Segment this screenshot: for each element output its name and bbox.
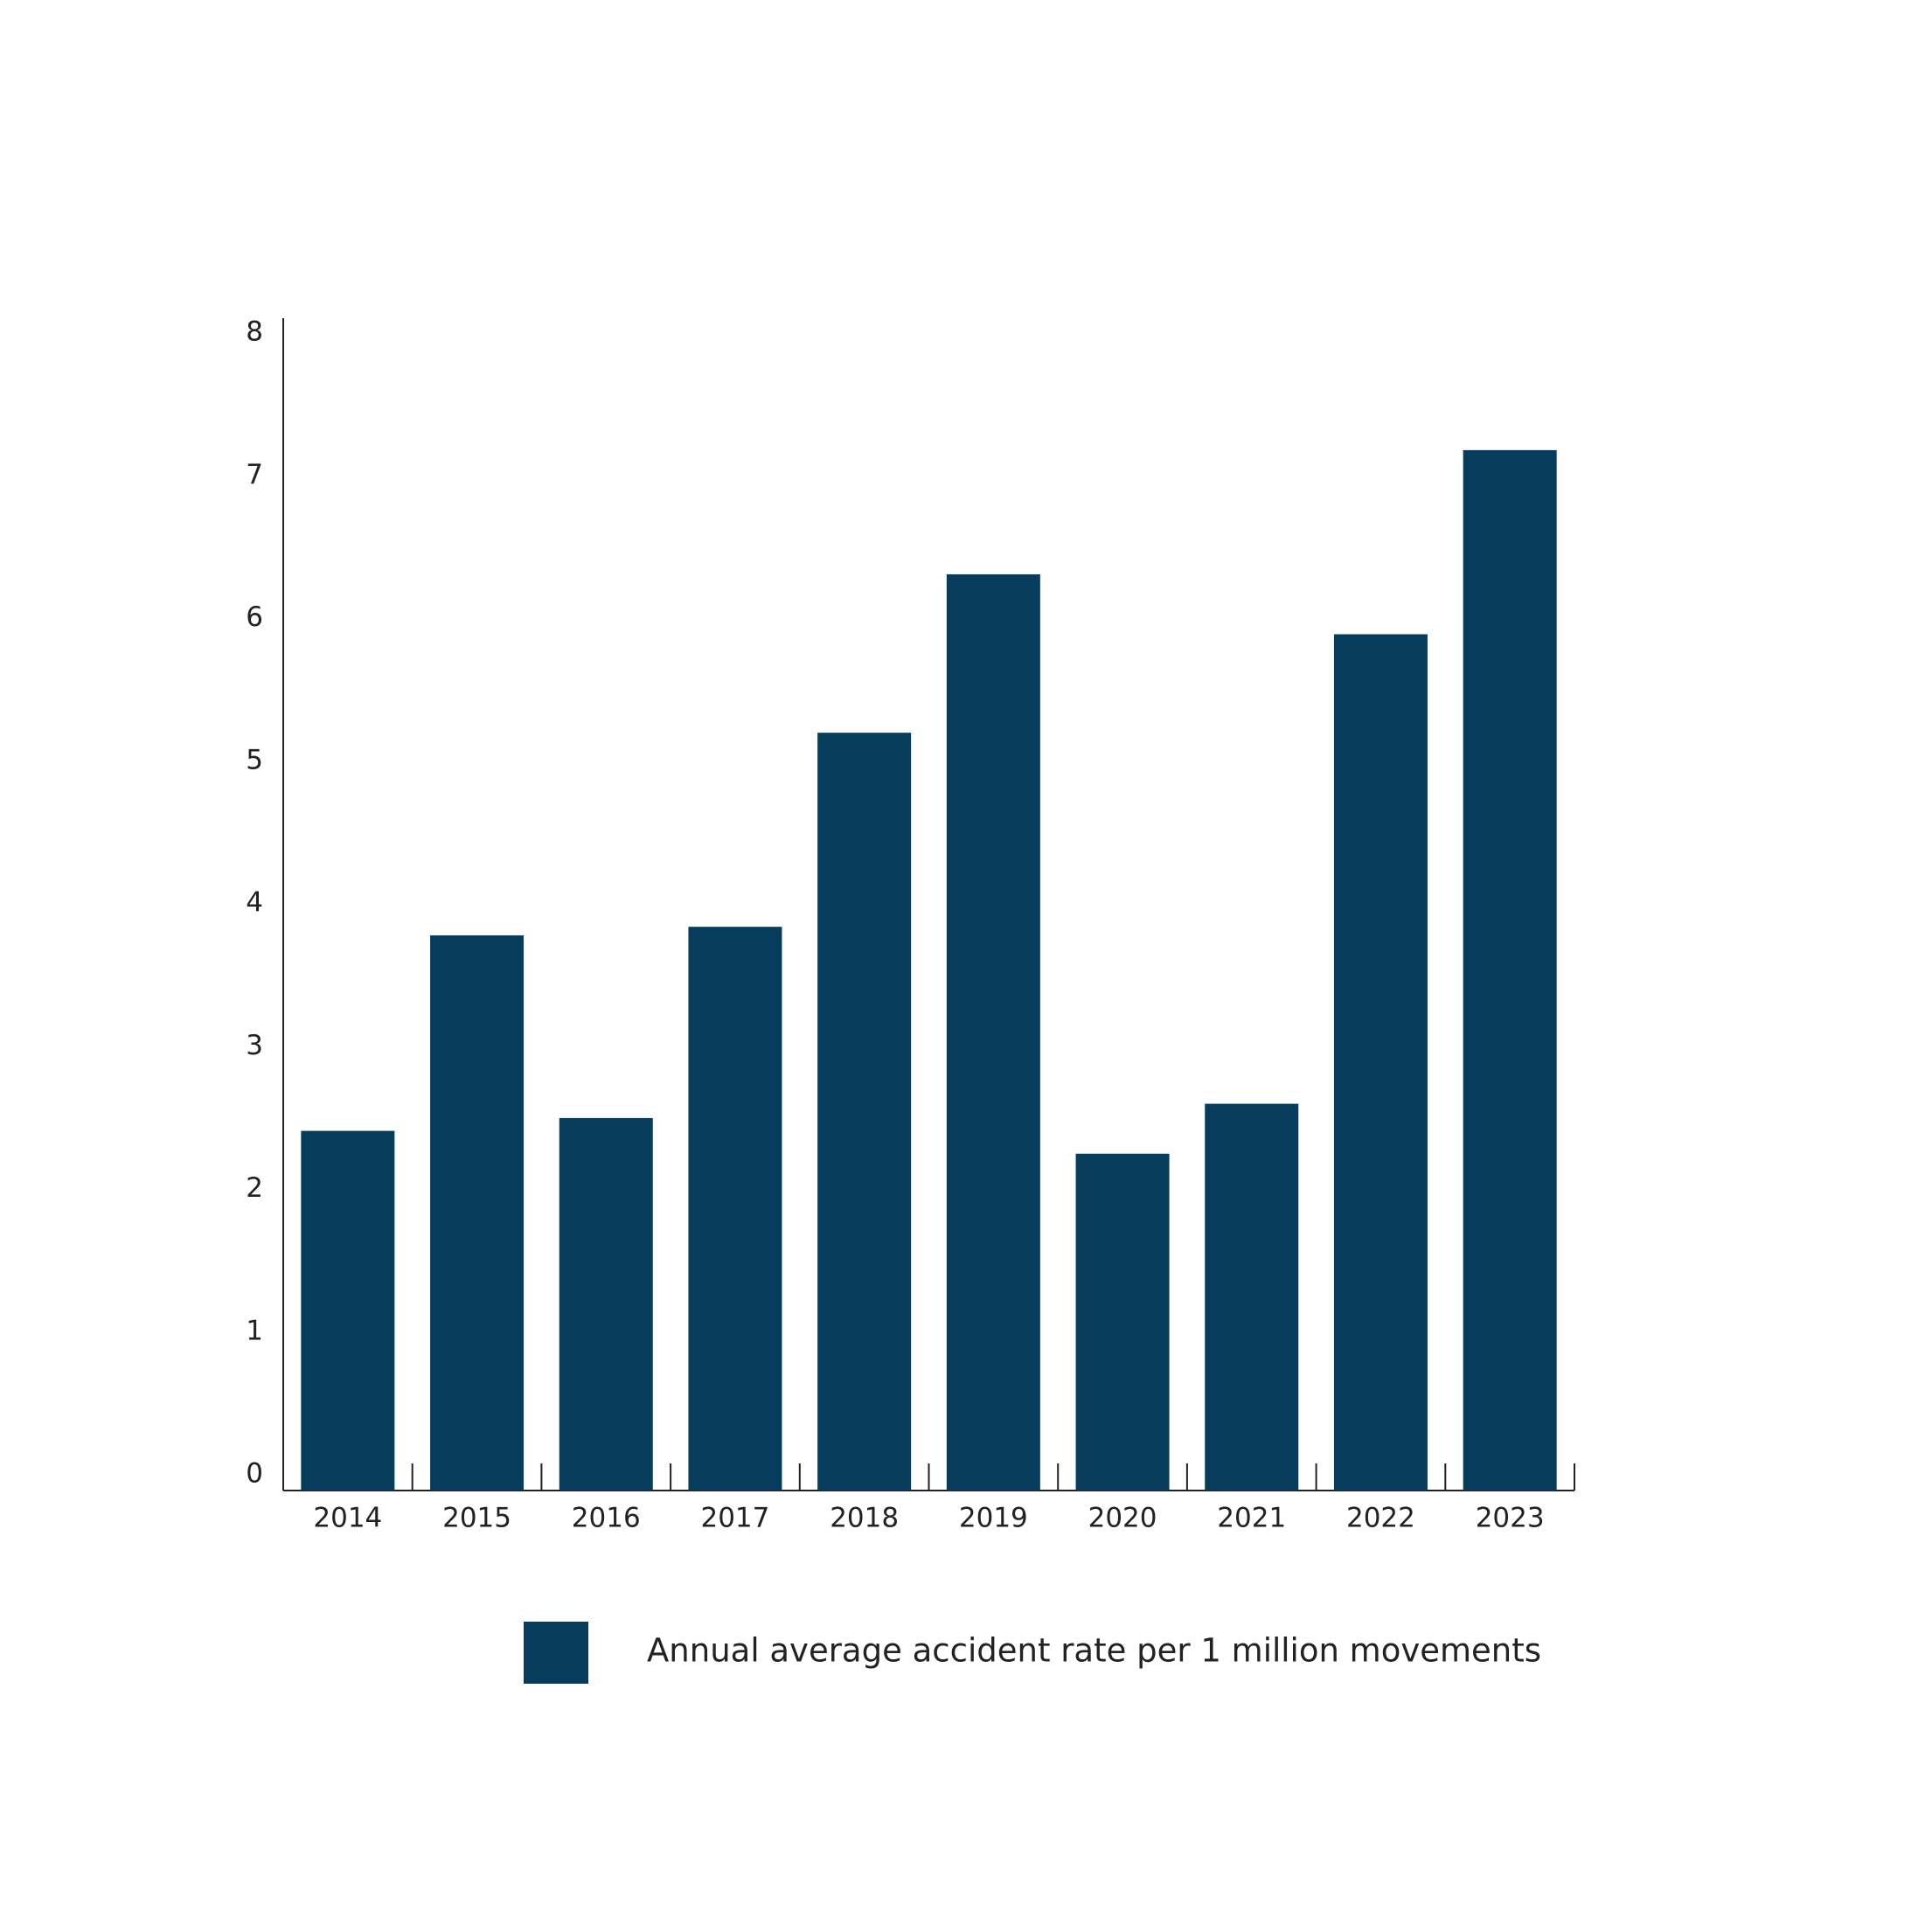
x-tick-label: 2021 bbox=[1217, 1503, 1286, 1534]
bar bbox=[946, 573, 1040, 1491]
x-tick-label: 2023 bbox=[1476, 1503, 1545, 1534]
y-tick-label: 1 bbox=[246, 1315, 263, 1346]
bar bbox=[688, 927, 782, 1491]
bar bbox=[817, 733, 912, 1491]
bar bbox=[301, 1130, 395, 1491]
bar bbox=[1333, 634, 1428, 1491]
y-tick-label: 4 bbox=[246, 887, 263, 919]
y-tick-label: 8 bbox=[246, 316, 263, 348]
x-tick-label: 2022 bbox=[1346, 1503, 1415, 1534]
y-tick-label: 3 bbox=[246, 1030, 263, 1061]
bar bbox=[559, 1117, 653, 1491]
x-tick-label: 2014 bbox=[313, 1503, 382, 1534]
x-tick-label: 2016 bbox=[572, 1503, 641, 1534]
legend-swatch bbox=[524, 1622, 588, 1684]
x-tick-label: 2015 bbox=[442, 1503, 511, 1534]
x-tick-label: 2017 bbox=[700, 1503, 769, 1534]
x-tick-label: 2019 bbox=[959, 1503, 1028, 1534]
y-tick-label: 7 bbox=[246, 459, 263, 490]
bar bbox=[1075, 1153, 1170, 1491]
x-tick-label: 2020 bbox=[1088, 1503, 1157, 1534]
bar bbox=[1463, 449, 1557, 1491]
y-tick-label: 2 bbox=[246, 1172, 263, 1204]
x-tick-label: 2018 bbox=[830, 1503, 899, 1534]
y-tick-label: 5 bbox=[246, 744, 263, 775]
legend-label: Annual average accident rate per 1 milli… bbox=[647, 1632, 1541, 1670]
y-tick-label: 6 bbox=[246, 601, 263, 633]
bar bbox=[430, 935, 525, 1491]
bar bbox=[1205, 1103, 1299, 1491]
y-tick-label: 0 bbox=[246, 1458, 263, 1490]
